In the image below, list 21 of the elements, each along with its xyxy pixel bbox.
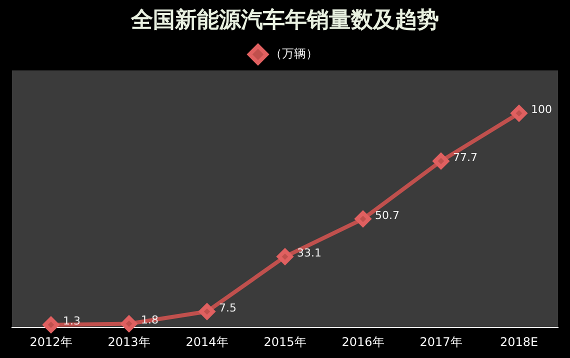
- x-tick-label: 2018E: [500, 334, 538, 349]
- point: [199, 304, 215, 320]
- x-tick-label: 2012年: [30, 334, 72, 349]
- point: [43, 316, 59, 333]
- data-label: 7.5: [219, 301, 236, 314]
- data-label: 77.7: [453, 150, 478, 164]
- x-tick-label: 2014年: [186, 334, 228, 349]
- point: [355, 210, 371, 227]
- x-tick-label: 2015年: [264, 334, 306, 349]
- data-label: 100: [531, 103, 552, 116]
- point: [121, 316, 137, 332]
- point: [277, 248, 293, 265]
- point: [433, 153, 449, 170]
- x-tick-label: 2017年: [420, 334, 462, 349]
- x-tick-label: 2016年: [342, 334, 384, 349]
- chart-title: 全国新能源汽车年销量数及趋势: [130, 6, 439, 33]
- x-tick-label: 2013年: [108, 334, 150, 349]
- data-label: 33.1: [297, 246, 322, 260]
- data-label: 50.7: [375, 208, 400, 222]
- point: [511, 105, 527, 122]
- legend-label: （万辆）: [270, 46, 318, 61]
